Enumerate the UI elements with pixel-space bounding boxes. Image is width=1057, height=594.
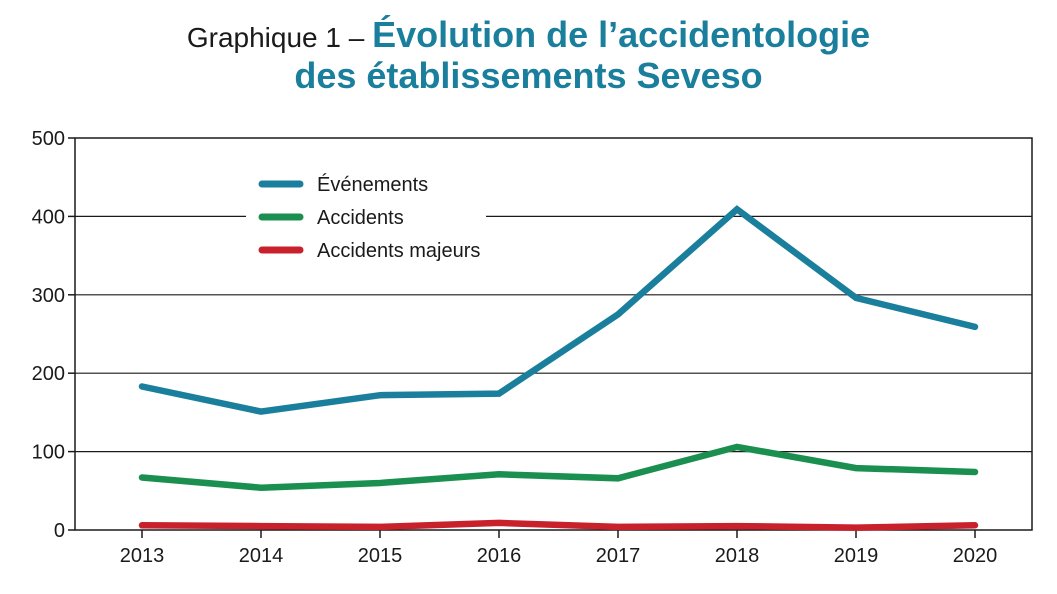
plot-frame [74, 137, 1033, 531]
x-tick-label-2019: 2019 [834, 545, 879, 567]
chart-title: Graphique 1 – Évolution de l’accidentolo… [0, 14, 1057, 97]
x-tick-label-2018: 2018 [715, 545, 760, 567]
chart-title-line-2: des établissements Seveso [294, 55, 763, 97]
chart-title-prefix: Graphique 1 – [186, 22, 373, 53]
series-line-2 [138, 519, 979, 531]
legend: Événements Accidents Accidents majeurs [246, 160, 486, 270]
series-layer [138, 205, 979, 531]
x-tick-label-2016: 2016 [477, 545, 522, 567]
series-line-0 [138, 205, 979, 415]
y-tick-label-500: 500 [32, 128, 65, 150]
x-tick-label-2013: 2013 [120, 545, 165, 567]
x-tick-label-2020: 2020 [953, 545, 998, 567]
legend-label-0: Événements [317, 173, 428, 196]
legend-label-1: Accidents [317, 207, 404, 229]
x-tick-label-2014: 2014 [239, 545, 284, 567]
y-tick-label-0: 0 [54, 520, 65, 542]
y-tick-label-100: 100 [32, 442, 65, 464]
chart-title-main: Évolution de l’accidentologie [372, 14, 871, 55]
grid-layer [75, 215, 1032, 453]
y-tick-label-300: 300 [32, 285, 65, 307]
x-tick-label-2017: 2017 [596, 545, 641, 567]
series-line-1 [138, 443, 979, 491]
axis-layer: 0 100 200 300 400 500 2013 2014 2015 2016 2017 2018… [32, 128, 1033, 567]
y-tick-label-200: 200 [32, 363, 65, 385]
chart-title-line-1: Graphique 1 – Évolution de l’accidentolo… [0, 14, 1057, 55]
y-tick-label-400: 400 [32, 206, 65, 228]
x-tick-label-2015: 2015 [358, 545, 403, 567]
legend-label-2: Accidents majeurs [317, 240, 480, 262]
